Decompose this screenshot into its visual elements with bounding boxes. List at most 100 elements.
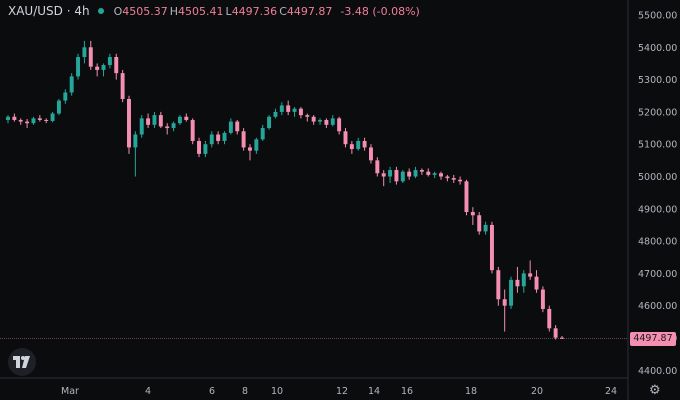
y-tick-label: 4400.00 <box>638 366 677 377</box>
y-tick-label: 5000.00 <box>638 172 677 183</box>
y-tick-label: 4900.00 <box>638 204 677 215</box>
candle-down <box>18 119 23 122</box>
high-value: 4505.41 <box>178 4 224 18</box>
candle-down <box>197 140 202 154</box>
x-tick-label: 12 <box>336 386 348 397</box>
candle-up <box>139 118 144 135</box>
candle-down <box>489 224 494 271</box>
candle-up <box>209 134 214 145</box>
symbol-label[interactable]: XAU/USD · 4h <box>8 4 90 18</box>
candle-down <box>337 118 342 132</box>
y-tick-label: 4700.00 <box>638 269 677 280</box>
candle-down <box>190 119 195 141</box>
y-tick-label: 4600.00 <box>638 301 677 312</box>
candle-up <box>254 139 259 151</box>
candle-down <box>394 170 399 182</box>
y-tick-label: 4800.00 <box>638 237 677 248</box>
candle-down <box>343 131 348 145</box>
candle-down <box>470 212 475 216</box>
candle-up <box>521 273 526 287</box>
candle-down <box>12 116 17 120</box>
x-tick-label: 18 <box>465 386 477 397</box>
candle-up <box>31 118 36 124</box>
candle-up <box>432 173 437 175</box>
candle-down <box>426 171 431 175</box>
candle-up <box>63 92 68 101</box>
candle-down <box>241 131 246 148</box>
candle-down <box>553 328 558 338</box>
close-label: C <box>279 4 287 18</box>
candle-down <box>368 147 373 161</box>
candle-down <box>515 279 520 287</box>
candle-down <box>216 134 221 141</box>
candle-up <box>279 105 284 112</box>
market-status-dot <box>97 8 104 14</box>
time-axis[interactable]: Mar 4 6 8 10 12 14 16 18 20 24 <box>61 386 617 397</box>
candle-down <box>324 119 329 125</box>
candle-down <box>407 171 412 177</box>
tradingview-logo-icon <box>13 356 30 368</box>
candle-up <box>177 116 182 124</box>
candle-down <box>25 121 30 124</box>
candle-down <box>286 105 291 112</box>
candle-down <box>547 308 552 329</box>
x-tick-label: 6 <box>209 386 215 397</box>
x-tick-label: 8 <box>242 386 248 397</box>
candle-up <box>56 100 61 114</box>
x-tick-label: 10 <box>271 386 283 397</box>
x-tick-label: 4 <box>145 386 151 397</box>
candle-up <box>292 108 297 112</box>
candle-down <box>146 118 151 125</box>
candle-down <box>37 118 42 120</box>
candle-down <box>477 215 482 232</box>
candle-up <box>273 111 278 117</box>
candle-down <box>114 56 119 74</box>
candle-up <box>509 279 514 306</box>
candle-down <box>349 144 354 150</box>
candle-down <box>165 126 170 129</box>
x-tick-label: 20 <box>531 386 543 397</box>
candle-up <box>222 132 227 141</box>
candle-up <box>82 47 87 57</box>
candle-down <box>540 289 545 309</box>
candle-up <box>107 56 112 66</box>
candle-down <box>496 270 501 300</box>
candle-down <box>248 147 252 151</box>
candle-down <box>120 73 125 99</box>
candle-up <box>69 76 74 93</box>
y-tick-label: 5400.00 <box>638 43 677 54</box>
candle-down <box>235 121 240 132</box>
candle-up <box>76 56 81 77</box>
candle-up <box>330 118 335 125</box>
x-tick-label: 24 <box>605 386 617 397</box>
candle-down <box>305 115 310 117</box>
candle-down <box>502 299 507 306</box>
y-tick-label: 5200.00 <box>638 107 677 118</box>
price-axis[interactable]: 5500.00 5400.00 5300.00 5200.00 5100.00 5000.… <box>638 11 677 377</box>
candle-up <box>356 140 361 150</box>
candle-down <box>375 160 380 174</box>
open-value: 4505.37 <box>122 4 168 18</box>
candle-up <box>6 116 10 120</box>
candle-up <box>400 171 405 182</box>
candle-down <box>88 47 93 67</box>
x-tick-label: 16 <box>401 386 413 397</box>
candle-down <box>158 115 163 127</box>
open-label: O <box>113 4 123 18</box>
candle-up <box>267 116 272 129</box>
candle-up <box>203 144 208 154</box>
close-value: 4497.87 <box>286 4 333 18</box>
candle-down <box>464 181 469 213</box>
candle-up <box>101 65 106 70</box>
low-value: 4497.36 <box>231 4 278 18</box>
candle-up <box>318 119 322 122</box>
candle-down <box>458 179 463 182</box>
candle-down <box>127 98 131 148</box>
x-tick-label: 14 <box>368 386 380 397</box>
tradingview-logo[interactable] <box>8 348 36 376</box>
candle-down <box>95 66 100 70</box>
candle-up <box>413 170 418 177</box>
last-price-tag: 4497.87 <box>630 332 676 346</box>
gear-icon[interactable]: ⚙ <box>649 383 661 398</box>
candles <box>6 40 564 340</box>
